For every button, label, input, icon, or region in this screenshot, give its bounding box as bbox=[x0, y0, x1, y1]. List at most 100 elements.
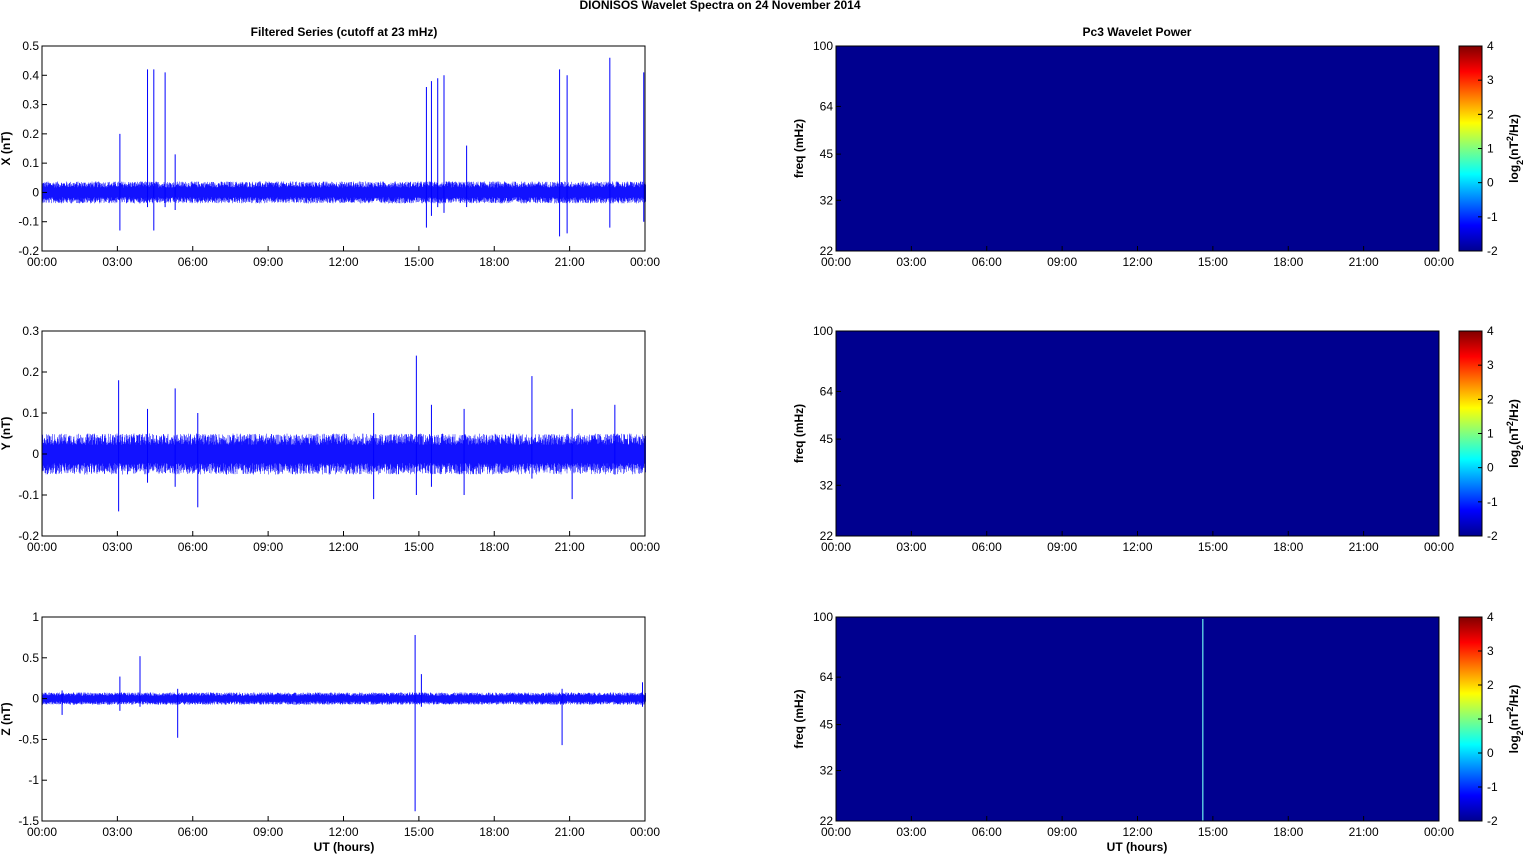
colorbar-tick-label: -1 bbox=[1487, 210, 1498, 224]
colorbar-tick-label: 0 bbox=[1487, 176, 1494, 190]
ytick-label: 0.2 bbox=[22, 365, 39, 379]
ts-xtick-label: 18:00 bbox=[479, 825, 509, 839]
colorbar-tick-label: 2 bbox=[1487, 392, 1494, 406]
spec-xtick-label: 09:00 bbox=[1047, 255, 1077, 269]
ts-xtick-label: 12:00 bbox=[328, 825, 358, 839]
ytick-label: -0.2 bbox=[18, 529, 39, 543]
spec-xtick-label: 15:00 bbox=[1198, 540, 1228, 554]
ts-xtick-label: 03:00 bbox=[102, 825, 132, 839]
ts-xtick-label: 18:00 bbox=[479, 540, 509, 554]
ts-xtick-label: 00:00 bbox=[27, 255, 57, 269]
ts-xtick-label: 09:00 bbox=[253, 825, 283, 839]
ytick-label: 32 bbox=[820, 478, 834, 492]
colorbar-tick-label: 2 bbox=[1487, 678, 1494, 692]
colorbar-tick-label: 4 bbox=[1487, 324, 1494, 338]
spec-xtick-label: 00:00 bbox=[821, 540, 851, 554]
ts-xtick-label: 21:00 bbox=[555, 255, 585, 269]
spec-xtick-label: 06:00 bbox=[972, 825, 1002, 839]
colorbar-tick-label: 4 bbox=[1487, 39, 1494, 53]
ts-xtick-label: 03:00 bbox=[102, 540, 132, 554]
ytick-label: 0.4 bbox=[22, 68, 39, 82]
ytick-label: -0.2 bbox=[18, 244, 39, 258]
ytick-label: 100 bbox=[813, 610, 833, 624]
timeseries-trace-y bbox=[41, 433, 646, 475]
colorbar-label: log2(nT2/Hz) bbox=[1505, 399, 1525, 468]
timeseries-panel-x: 0.50.40.30.20.10-0.1-0.200:00 03:00 06:00 0… bbox=[0, 39, 660, 269]
ts-xtick-label: 06:00 bbox=[178, 825, 208, 839]
spec-xtick-label: 06:00 bbox=[972, 540, 1002, 554]
ytick-label: 0.1 bbox=[22, 406, 39, 420]
spec-xtick-label: 15:00 bbox=[1198, 825, 1228, 839]
ts-xtick-label: 12:00 bbox=[328, 540, 358, 554]
ytick-label: 22 bbox=[820, 529, 834, 543]
ts-xtick-label: 00:00 bbox=[630, 255, 660, 269]
left-column-title: Filtered Series (cutoff at 23 mHz) bbox=[251, 25, 438, 39]
colorbar-tick-label: 0 bbox=[1487, 746, 1494, 760]
colorbar-tick-label: -2 bbox=[1487, 814, 1498, 828]
colorbar-tick-label: -2 bbox=[1487, 244, 1498, 258]
ytick-label: 64 bbox=[820, 384, 834, 398]
plot-frame bbox=[41, 616, 646, 822]
ylabel-spec-x: freq (mHz) bbox=[792, 119, 806, 178]
ts-xtick-label: 06:00 bbox=[178, 255, 208, 269]
right-xlabel: UT (hours) bbox=[1107, 840, 1168, 854]
ytick-label: 45 bbox=[820, 147, 834, 161]
ts-xtick-label: 00:00 bbox=[27, 825, 57, 839]
ylabel-spec-z: freq (mHz) bbox=[792, 689, 806, 748]
ytick-label: 45 bbox=[820, 718, 834, 732]
colorbar-tick-label: -1 bbox=[1487, 780, 1498, 794]
colorbar: 4 3 2 1 0 -1 -2 log2(nT2/Hz) bbox=[1458, 39, 1525, 258]
ts-xtick-label: 15:00 bbox=[404, 825, 434, 839]
spec-xtick-label: 03:00 bbox=[896, 825, 926, 839]
ylabel-x: X (nT) bbox=[0, 132, 13, 166]
ytick-label: 45 bbox=[820, 432, 834, 446]
ytick-label: -0.1 bbox=[18, 488, 39, 502]
ytick-label: 22 bbox=[820, 814, 834, 828]
ts-xtick-label: 09:00 bbox=[253, 255, 283, 269]
spectrogram-image bbox=[836, 331, 1439, 536]
left-xlabel: UT (hours) bbox=[314, 840, 375, 854]
ytick-label: -0.1 bbox=[18, 215, 39, 229]
ytick-label: 0.5 bbox=[22, 39, 39, 53]
colorbar-tick-label: 3 bbox=[1487, 358, 1494, 372]
figure-title: DIONISOS Wavelet Spectra on 24 November … bbox=[580, 0, 861, 12]
spec-xtick-label: 21:00 bbox=[1349, 825, 1379, 839]
ytick-label: 0.3 bbox=[22, 98, 39, 112]
colorbar: 4 3 2 1 0 -1 -2 log2(nT2/Hz) bbox=[1458, 324, 1525, 543]
spectrogram-image bbox=[836, 46, 1439, 251]
ytick-label: 22 bbox=[820, 244, 834, 258]
spec-xtick-label: 18:00 bbox=[1273, 540, 1303, 554]
spec-xtick-label: 00:00 bbox=[1424, 825, 1454, 839]
ytick-label: 0.2 bbox=[22, 127, 39, 141]
colorbar-tick-label: 1 bbox=[1487, 712, 1494, 726]
ytick-label: 64 bbox=[820, 670, 834, 684]
ytick-label: -1.5 bbox=[18, 814, 39, 828]
colorbar: 4 3 2 1 0 -1 -2 log2(nT2/Hz) bbox=[1458, 610, 1525, 828]
ts-xtick-label: 21:00 bbox=[555, 825, 585, 839]
ytick-label: 32 bbox=[820, 193, 834, 207]
ytick-label: 32 bbox=[820, 764, 834, 778]
colorbar-label: log2(nT2/Hz) bbox=[1505, 114, 1525, 183]
ts-xtick-label: 00:00 bbox=[630, 540, 660, 554]
spec-xtick-label: 15:00 bbox=[1198, 255, 1228, 269]
spec-xtick-label: 12:00 bbox=[1122, 825, 1152, 839]
spectrogram-image bbox=[836, 617, 1439, 821]
ylabel-z: Z (nT) bbox=[0, 702, 13, 735]
colorbar-tick-label: 1 bbox=[1487, 142, 1494, 156]
spec-xtick-label: 21:00 bbox=[1349, 540, 1379, 554]
spec-xtick-label: 00:00 bbox=[1424, 255, 1454, 269]
ytick-label: -1 bbox=[28, 773, 39, 787]
timeseries-panel-y: 0.30.20.10-0.1-0.200:00 03:00 06:00 09:00 12… bbox=[0, 324, 660, 554]
plot-frame bbox=[41, 330, 646, 537]
timeseries-panel-z: 10.50-0.5-1-1.500:00 03:00 06:00 09:00 12:00… bbox=[0, 610, 660, 839]
ytick-label: 0.1 bbox=[22, 156, 39, 170]
spec-xtick-label: 00:00 bbox=[821, 825, 851, 839]
ytick-label: 100 bbox=[813, 324, 833, 338]
ts-xtick-label: 12:00 bbox=[328, 255, 358, 269]
colorbar-tick-label: -2 bbox=[1487, 529, 1498, 543]
ylabel-spec-y: freq (mHz) bbox=[792, 404, 806, 463]
